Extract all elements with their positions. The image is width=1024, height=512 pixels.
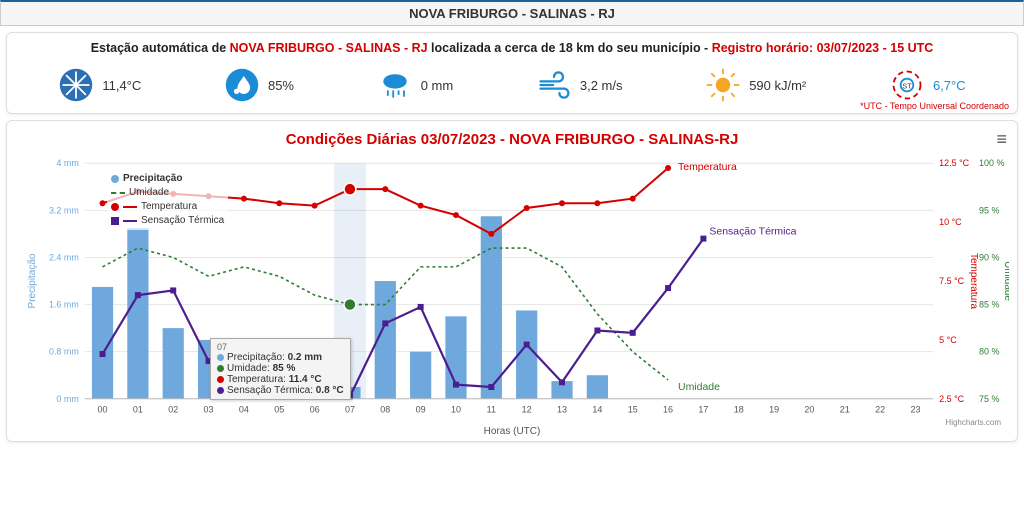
svg-text:16: 16 [663, 405, 673, 415]
sun-icon [705, 67, 741, 103]
svg-text:80 %: 80 % [979, 347, 999, 357]
header-title: NOVA FRIBURGO - SALINAS - RJ [409, 6, 615, 21]
chart-card: ≡ Condições Diárias 03/07/2023 - NOVA FR… [6, 120, 1018, 442]
svg-text:Precipitação: Precipitação [27, 253, 38, 308]
svg-text:Umidade: Umidade [678, 382, 720, 393]
chart-area[interactable]: 0 mm 0.8 mm 1.6 mm 2.4 mm 3.2 mm 4 mm 2.5 °C 5 … [15, 150, 1009, 428]
svg-text:0.8 mm: 0.8 mm [49, 347, 79, 357]
svg-text:100 %: 100 % [979, 158, 1004, 168]
svg-text:0 mm: 0 mm [56, 394, 78, 404]
chart-legend[interactable]: PrecipitaçãoUmidadeTemperaturaSensação T… [107, 170, 228, 230]
svg-text:04: 04 [239, 405, 249, 415]
svg-text:09: 09 [416, 405, 426, 415]
rain-icon [377, 67, 413, 103]
station-card: Estação automática de NOVA FRIBURGO - SA… [6, 32, 1018, 114]
stat-radiation-value: 590 kJ/m² [749, 78, 806, 93]
svg-text:Umidade: Umidade [1002, 261, 1009, 301]
svg-text:4 mm: 4 mm [56, 158, 78, 168]
svg-text:06: 06 [310, 405, 320, 415]
stat-temperature: 11,4°C [58, 67, 141, 103]
svg-text:ST: ST [902, 82, 912, 91]
svg-text:12.5 °C: 12.5 °C [939, 158, 970, 168]
svg-text:20: 20 [804, 405, 814, 415]
svg-text:3.2 mm: 3.2 mm [49, 205, 79, 215]
svg-text:85 %: 85 % [979, 300, 999, 310]
svg-text:15: 15 [628, 405, 638, 415]
svg-text:18: 18 [734, 405, 744, 415]
stat-radiation: 590 kJ/m² [705, 67, 806, 103]
svg-text:75 %: 75 % [979, 394, 999, 404]
svg-text:07: 07 [345, 405, 355, 415]
svg-text:10 °C: 10 °C [939, 217, 962, 227]
page-header: NOVA FRIBURGO - SALINAS - RJ [0, 0, 1024, 26]
svg-text:14: 14 [592, 405, 602, 415]
stat-feels-value: 6,7°C [933, 78, 966, 93]
svg-text:12: 12 [522, 405, 532, 415]
svg-text:2.4 mm: 2.4 mm [49, 252, 79, 262]
svg-text:Sensação Térmica: Sensação Térmica [709, 227, 796, 238]
stat-precip-value: 0 mm [421, 78, 454, 93]
svg-text:08: 08 [380, 405, 390, 415]
svg-text:7.5 °C: 7.5 °C [939, 276, 965, 286]
svg-text:22: 22 [875, 405, 885, 415]
svg-text:11: 11 [487, 405, 496, 415]
stat-wind-value: 3,2 m/s [580, 78, 623, 93]
snowflake-icon [58, 67, 94, 103]
svg-text:19: 19 [769, 405, 779, 415]
svg-text:00: 00 [98, 405, 108, 415]
stat-wind: 3,2 m/s [536, 67, 623, 103]
svg-text:02: 02 [168, 405, 178, 415]
svg-text:Temperatura: Temperatura [968, 253, 979, 309]
humidity-icon [224, 67, 260, 103]
svg-text:21: 21 [840, 405, 850, 415]
svg-text:Temperatura: Temperatura [678, 162, 737, 173]
svg-text:03: 03 [204, 405, 214, 415]
svg-text:10: 10 [451, 405, 461, 415]
stat-temp-value: 11,4°C [102, 78, 141, 93]
svg-text:5 °C: 5 °C [939, 335, 957, 345]
stat-humidity: 85% [224, 67, 294, 103]
utc-note: *UTC - Tempo Universal Coordenado [860, 101, 1009, 111]
chart-menu-icon[interactable]: ≡ [996, 129, 1007, 150]
svg-text:90 %: 90 % [979, 252, 999, 262]
stat-humidity-value: 85% [268, 78, 294, 93]
svg-text:17: 17 [698, 405, 708, 415]
chart-tooltip: 07Precipitação: 0.2 mmUmidade: 85 %Tempe… [210, 338, 351, 400]
svg-text:13: 13 [557, 405, 567, 415]
svg-text:05: 05 [274, 405, 284, 415]
svg-text:95 %: 95 % [979, 205, 999, 215]
wind-icon [536, 67, 572, 103]
station-description: Estação automática de NOVA FRIBURGO - SA… [7, 33, 1017, 61]
feels-icon: ST [889, 67, 925, 103]
chart-title: Condições Diárias 03/07/2023 - NOVA FRIB… [15, 127, 1009, 150]
chart-credits: Highcharts.com [945, 418, 1001, 427]
svg-text:1.6 mm: 1.6 mm [49, 300, 79, 310]
stat-precip: 0 mm [377, 67, 454, 103]
stat-feels: ST 6,7°C [889, 67, 966, 103]
svg-text:23: 23 [910, 405, 920, 415]
svg-text:2.5 °C: 2.5 °C [939, 394, 965, 404]
svg-text:01: 01 [133, 405, 143, 415]
